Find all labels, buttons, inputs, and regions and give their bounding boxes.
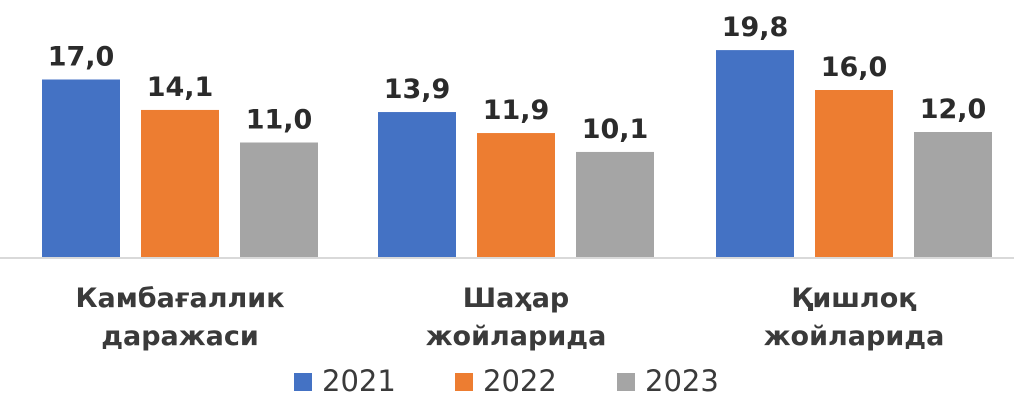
data-label-2023-cat0: 11,0 xyxy=(246,105,313,136)
data-label-2022-cat0: 14,1 xyxy=(147,72,214,103)
bar-2022-cat1 xyxy=(477,133,555,258)
category-label-2-line0: Қишлоқ xyxy=(791,283,916,314)
legend: 2021 2022 2023 xyxy=(294,364,719,398)
category-label-0-line1: даражаси xyxy=(101,321,259,352)
data-label-2022-cat1: 11,9 xyxy=(483,95,550,126)
category-label-0-line0: Камбағаллик xyxy=(75,283,284,314)
data-label-2023-cat2: 12,0 xyxy=(920,94,987,125)
bars-group xyxy=(42,50,992,258)
data-label-2021-cat0: 17,0 xyxy=(48,42,115,73)
legend-swatch-2021 xyxy=(294,373,312,391)
bar-2022-cat0 xyxy=(141,109,219,258)
category-labels-group: Камбағаллик даражаси Шаҳар жойларида Қишлоқ ж… xyxy=(75,283,944,352)
legend-label-2023: 2023 xyxy=(645,364,719,398)
legend-swatch-2023 xyxy=(617,373,635,391)
legend-label-2021: 2021 xyxy=(322,364,396,398)
category-label-2-line1: жойларида xyxy=(764,321,945,352)
bar-2023-cat0 xyxy=(240,142,318,258)
data-label-2021-cat2: 19,8 xyxy=(722,12,789,43)
bar-2022-cat2 xyxy=(815,90,893,258)
legend-swatch-2022 xyxy=(455,373,473,391)
bar-2021-cat2 xyxy=(716,50,794,258)
value-labels-group: 17,0 14,1 11,0 13,9 11,9 10,1 19,8 16,0 12,0 xyxy=(48,12,987,145)
bar-2023-cat2 xyxy=(914,132,992,258)
legend-label-2022: 2022 xyxy=(483,364,557,398)
data-label-2021-cat1: 13,9 xyxy=(384,74,451,105)
bar-2023-cat1 xyxy=(576,151,654,258)
data-label-2022-cat2: 16,0 xyxy=(821,52,888,83)
data-label-2023-cat1: 10,1 xyxy=(582,114,649,145)
bar-2021-cat0 xyxy=(42,79,120,258)
category-label-1-line0: Шаҳар xyxy=(463,283,570,314)
category-label-1-line1: жойларида xyxy=(426,321,607,352)
bar-2021-cat1 xyxy=(378,112,456,258)
